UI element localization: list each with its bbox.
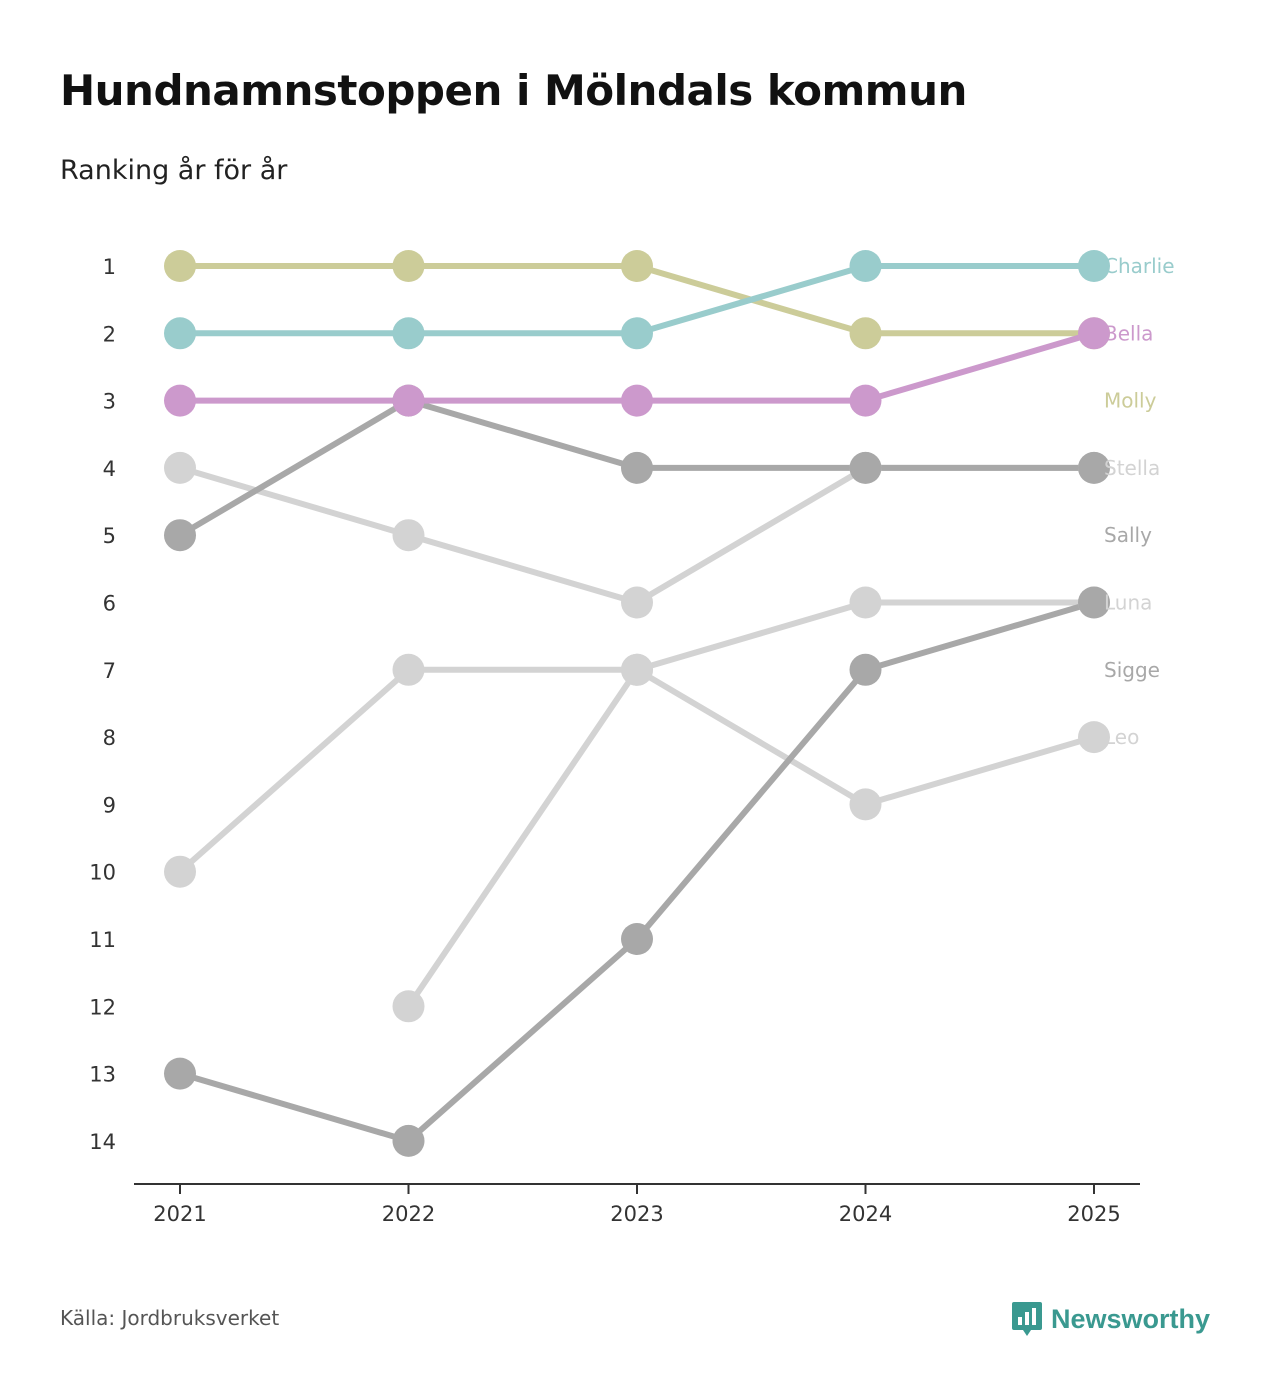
data-point-stella-2021: [164, 451, 196, 484]
y-tick-label-7: 7: [103, 659, 116, 683]
y-tick-label-12: 12: [89, 995, 116, 1019]
y-tick-label-14: 14: [89, 1130, 116, 1154]
data-point-bella-2023: [621, 384, 653, 417]
data-point-bella-2025: [1078, 317, 1110, 350]
data-point-sigge-2025: [1078, 586, 1110, 619]
series-line-stella: [177, 464, 1097, 606]
data-point-sally-2023: [621, 451, 653, 484]
data-point-luna-2024: [849, 586, 882, 619]
data-point-molly-2023: [621, 250, 653, 282]
y-tick-label-13: 13: [89, 1063, 116, 1087]
series-label-molly: Molly: [1104, 389, 1157, 413]
series-line-leo: [405, 666, 1097, 1010]
data-point-sigge-2021: [164, 1057, 196, 1090]
y-tick-label-6: 6: [103, 592, 116, 616]
data-point-molly-2024: [849, 317, 882, 350]
y-tick-label-3: 3: [103, 390, 116, 414]
data-point-charlie-2025: [1078, 250, 1110, 282]
data-point-leo-2023: [621, 653, 653, 686]
chart-title: Hundnamnstoppen i Mölndals kommun: [60, 66, 967, 115]
y-tick-label-1: 1: [103, 255, 116, 279]
x-tick-label-2024: 2024: [839, 1202, 892, 1226]
series-label-sally: Sally: [1104, 523, 1152, 547]
data-point-sigge-2022: [392, 1124, 425, 1157]
data-point-molly-2021: [164, 250, 196, 282]
data-point-sally-2021: [164, 519, 196, 552]
x-tick-label-2025: 2025: [1067, 1202, 1120, 1226]
data-point-bella-2024: [849, 384, 882, 417]
x-axis-ticks: 2021 2022 2023 2024 2025: [153, 1184, 1121, 1226]
data-point-leo-2024: [849, 788, 882, 821]
y-tick-label-10: 10: [89, 861, 116, 885]
data-point-sally-2024: [849, 451, 882, 484]
chart-subtitle: Ranking år för år: [60, 155, 288, 186]
y-tick-label-5: 5: [103, 524, 116, 548]
series-label-luna: Luna: [1104, 591, 1152, 615]
data-point-luna-2022: [392, 653, 425, 686]
y-tick-label-11: 11: [89, 928, 116, 952]
data-point-molly-2022: [392, 250, 425, 282]
series-label-sigge: Sigge: [1104, 658, 1160, 682]
x-tick-label-2021: 2021: [153, 1202, 206, 1226]
series-label-stella: Stella: [1104, 456, 1160, 480]
data-point-charlie-2022: [392, 317, 425, 350]
series-label-charlie: Charlie: [1104, 254, 1175, 278]
data-point-charlie-2021: [164, 317, 196, 350]
brand-name: Newsworthy: [1050, 1303, 1210, 1334]
data-point-bella-2021: [164, 384, 196, 417]
x-tick-label-2022: 2022: [382, 1202, 435, 1226]
newsworthy-logo-icon: [1011, 1302, 1042, 1336]
data-point-sally-2025: [1078, 451, 1110, 484]
y-tick-label-8: 8: [103, 726, 116, 750]
data-point-luna-2021: [164, 855, 196, 888]
data-point-charlie-2024: [849, 250, 882, 282]
data-point-sigge-2024: [849, 653, 882, 686]
series-label-leo: Leo: [1104, 725, 1139, 749]
data-point-leo-2025: [1078, 721, 1110, 754]
series-points: [164, 250, 1110, 1157]
source-note: Källa: Jordbruksverket: [60, 1306, 280, 1330]
y-tick-label-9: 9: [103, 793, 116, 817]
x-tick-label-2023: 2023: [610, 1202, 663, 1226]
data-point-bella-2022: [392, 384, 425, 417]
data-point-stella-2022: [392, 519, 425, 552]
data-point-charlie-2023: [621, 317, 653, 350]
y-tick-label-4: 4: [103, 457, 116, 481]
newsworthy-logo: Newsworthy: [1011, 1300, 1210, 1338]
data-point-stella-2023: [621, 586, 653, 619]
series-label-bella: Bella: [1104, 321, 1153, 345]
y-tick-label-2: 2: [103, 322, 116, 346]
series-labels: Charlie Bella Molly Stella Sally Luna Sigge Leo: [1104, 254, 1175, 749]
data-point-leo-2022: [392, 990, 425, 1023]
data-point-sigge-2023: [621, 923, 653, 955]
